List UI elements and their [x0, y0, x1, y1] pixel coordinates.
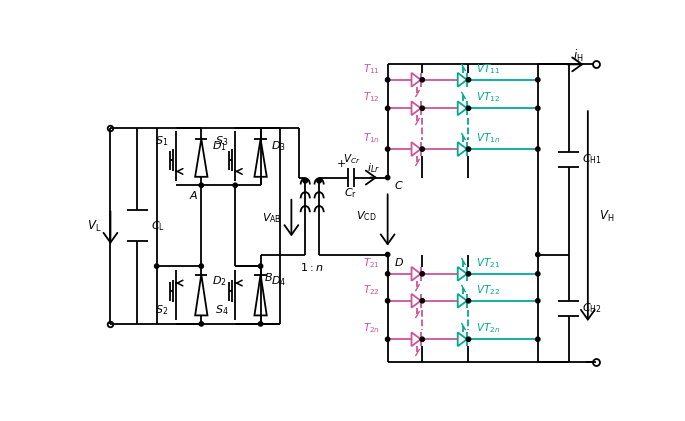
Text: $T_{2n}$: $T_{2n}$ — [363, 322, 380, 336]
Circle shape — [420, 337, 425, 341]
Text: $+$: $+$ — [336, 158, 347, 169]
Circle shape — [466, 147, 471, 151]
Text: $VT_{2n}$: $VT_{2n}$ — [476, 322, 500, 336]
Circle shape — [420, 106, 425, 110]
Circle shape — [386, 253, 390, 257]
Text: $D$: $D$ — [394, 256, 404, 268]
Circle shape — [386, 147, 390, 151]
Text: $i_{\rm H}$: $i_{\rm H}$ — [573, 48, 584, 64]
Circle shape — [466, 337, 471, 341]
Text: $C_{\rm r}$: $C_{\rm r}$ — [344, 186, 357, 200]
Text: $V_{Cr}$: $V_{Cr}$ — [343, 152, 361, 166]
Circle shape — [466, 77, 471, 82]
Text: $T_{1n}$: $T_{1n}$ — [363, 131, 380, 145]
Circle shape — [466, 272, 471, 276]
Text: $VT_{12}$: $VT_{12}$ — [476, 91, 500, 104]
Circle shape — [155, 264, 159, 268]
Text: $C_{\rm H1}$: $C_{\rm H1}$ — [582, 152, 602, 166]
Circle shape — [199, 183, 203, 187]
Circle shape — [536, 106, 540, 110]
Circle shape — [199, 322, 203, 326]
Text: $V_{\rm CD}$: $V_{\rm CD}$ — [356, 209, 377, 223]
Circle shape — [199, 264, 203, 268]
Text: $B$: $B$ — [264, 271, 273, 283]
Text: $D_3$: $D_3$ — [271, 139, 286, 153]
Text: $C_{\rm H2}$: $C_{\rm H2}$ — [582, 301, 602, 315]
Text: $D_4$: $D_4$ — [271, 274, 286, 288]
Text: $VT_{21}$: $VT_{21}$ — [476, 256, 500, 270]
Text: $1{:}n$: $1{:}n$ — [301, 261, 324, 273]
Circle shape — [420, 298, 425, 303]
Circle shape — [316, 179, 321, 183]
Circle shape — [536, 298, 540, 303]
Circle shape — [386, 176, 390, 180]
Circle shape — [536, 337, 540, 341]
Text: $D_1$: $D_1$ — [212, 139, 227, 153]
Text: $T_{12}$: $T_{12}$ — [363, 91, 380, 104]
Circle shape — [386, 298, 390, 303]
Circle shape — [420, 272, 425, 276]
Circle shape — [466, 106, 471, 110]
Text: $i_{Lr}$: $i_{Lr}$ — [367, 161, 380, 175]
Circle shape — [536, 272, 540, 276]
Circle shape — [536, 253, 540, 257]
Text: $T_{22}$: $T_{22}$ — [363, 283, 380, 297]
Text: $C$: $C$ — [394, 179, 403, 191]
Circle shape — [258, 322, 263, 326]
Circle shape — [386, 77, 390, 82]
Text: $S_2$: $S_2$ — [155, 303, 169, 317]
Text: $VT_{11}$: $VT_{11}$ — [476, 62, 500, 76]
Circle shape — [386, 106, 390, 110]
Circle shape — [303, 179, 308, 183]
Text: $S_3$: $S_3$ — [214, 134, 228, 148]
Text: $V_{\rm H}$: $V_{\rm H}$ — [599, 208, 614, 224]
Text: $V_{\rm L}$: $V_{\rm L}$ — [87, 218, 101, 234]
Circle shape — [420, 77, 425, 82]
Circle shape — [420, 147, 425, 151]
Text: $T_{11}$: $T_{11}$ — [363, 62, 380, 76]
Text: $T_{21}$: $T_{21}$ — [363, 256, 380, 270]
Text: $V_{\rm AB}$: $V_{\rm AB}$ — [262, 210, 282, 224]
Circle shape — [536, 77, 540, 82]
Circle shape — [536, 147, 540, 151]
Text: $S_4$: $S_4$ — [214, 303, 228, 317]
Text: $VT_{1n}$: $VT_{1n}$ — [476, 131, 500, 145]
Circle shape — [386, 337, 390, 341]
Circle shape — [233, 183, 237, 187]
Text: $C_{\rm L}$: $C_{\rm L}$ — [151, 219, 165, 232]
Circle shape — [386, 272, 390, 276]
Text: $S_1$: $S_1$ — [155, 134, 169, 148]
Text: $VT_{22}$: $VT_{22}$ — [476, 283, 500, 297]
Circle shape — [466, 298, 471, 303]
Text: $A$: $A$ — [189, 189, 198, 201]
Circle shape — [258, 264, 263, 268]
Text: $D_2$: $D_2$ — [212, 274, 227, 288]
